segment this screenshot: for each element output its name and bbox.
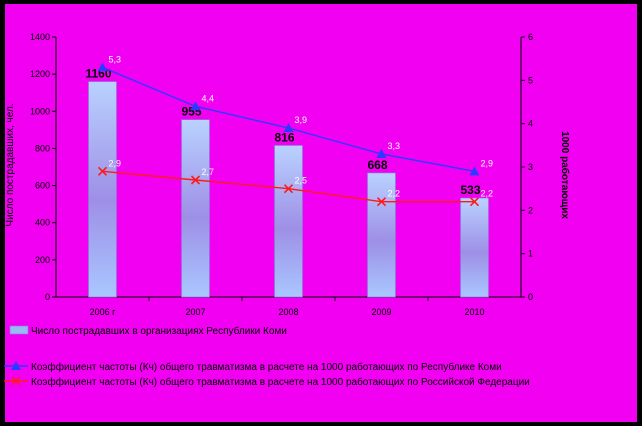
rf-point-stroke: [97, 166, 108, 176]
rf-point-label: 2,9: [109, 158, 122, 168]
rf-point-label: 2,2: [481, 189, 494, 199]
y-right-tick-label: 6: [528, 32, 533, 42]
rf-point: [469, 197, 480, 207]
y-left-axis-title: Число пострадавших, чел.: [5, 103, 16, 226]
bar-data-label: 1160: [85, 67, 111, 81]
y-left-tick-label: 400: [35, 218, 50, 228]
y-right-tick-label: 2: [528, 205, 533, 215]
bar: [274, 145, 303, 298]
rf-point-label: 2,2: [388, 189, 401, 199]
rf-point: [190, 175, 201, 185]
y-left-tick-label: 800: [35, 143, 50, 153]
y-left-tick-label: 1200: [30, 69, 50, 79]
y-right-tick-label: 1: [528, 249, 533, 259]
rf-point: [283, 184, 294, 194]
x-tick-label: 2010: [464, 307, 484, 317]
bar: [460, 197, 489, 298]
y-right-axis-title: 1000 работающих: [559, 131, 571, 219]
komi-point: [190, 101, 201, 111]
x-tick-label: 2008: [278, 307, 298, 317]
y-right-tick-label: 0: [528, 292, 533, 302]
x-tick-label: 2006 г: [90, 307, 117, 317]
y-left-tick-label: 1400: [30, 32, 50, 42]
y-right-tick-label: 5: [528, 75, 533, 85]
y-right-tick-label: 4: [528, 119, 533, 129]
y-right-tick-label: 3: [528, 162, 533, 172]
komi-point-label: 3,9: [295, 115, 308, 125]
bar: [88, 81, 117, 298]
rf-point: [376, 197, 387, 207]
rf-point-stroke: [376, 197, 387, 207]
y-left-tick-label: 600: [35, 181, 50, 191]
komi-point: [97, 62, 108, 72]
bar-data-label: 533: [460, 183, 480, 197]
komi-point-label: 3,3: [388, 141, 401, 151]
legend-komi-marker: [11, 361, 21, 370]
bar-data-label: 668: [367, 158, 387, 172]
bar: [181, 119, 210, 298]
bar: [367, 172, 396, 298]
komi-point-label: 2,9: [481, 158, 494, 168]
legend-rf-label: Коэффициент частоты (Кч) общего травмати…: [31, 376, 530, 388]
rf-point: [97, 166, 108, 176]
legend-rf-marker: [11, 376, 21, 386]
bar-data-label: 816: [274, 130, 294, 144]
komi-point: [283, 123, 294, 132]
komi-point-label: 5,3: [109, 54, 122, 64]
legend-bar-label: Число пострадавших в организациях Респуб…: [31, 325, 287, 337]
legend-komi-label: Коэффициент частоты (Кч) общего травмати…: [31, 361, 502, 373]
y-left-tick-label: 1000: [30, 106, 50, 116]
y-left-tick-label: 200: [35, 255, 50, 265]
komi-point: [376, 149, 387, 158]
komi-point: [469, 166, 480, 176]
rf-point-stroke: [190, 175, 201, 185]
komi-point-label: 4,4: [202, 93, 215, 103]
x-tick-label: 2007: [185, 307, 205, 317]
rf-point-label: 2,5: [295, 176, 308, 186]
y-left-tick-label: 0: [45, 292, 50, 302]
rf-point-stroke: [283, 184, 294, 194]
legend-bar-swatch: [9, 325, 29, 335]
rf-point-stroke: [469, 197, 480, 207]
x-tick-label: 2009: [371, 307, 391, 317]
rf-point-label: 2,7: [202, 167, 215, 177]
